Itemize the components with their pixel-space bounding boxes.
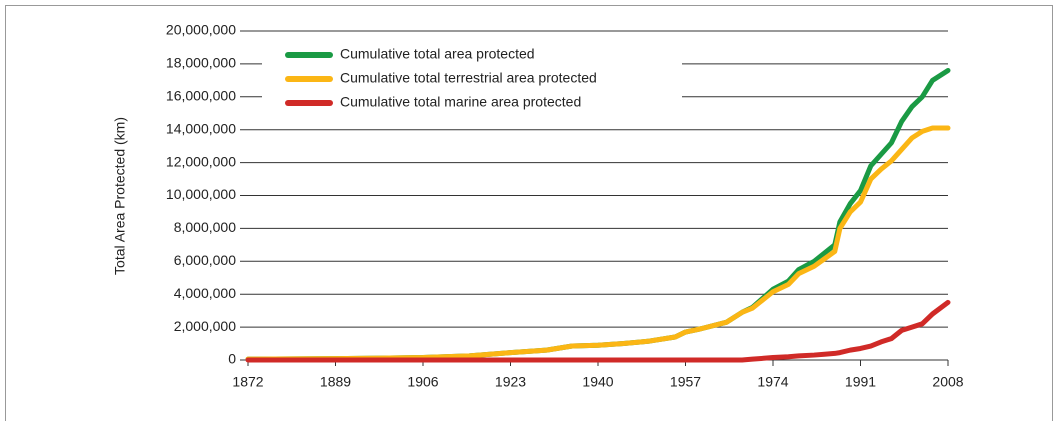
y-tick-label: 18,000,000 bbox=[166, 55, 236, 71]
x-tick-label: 1991 bbox=[845, 374, 876, 390]
frame bbox=[5, 5, 1053, 421]
line-series bbox=[245, 299, 951, 363]
x-tick-label: 1923 bbox=[495, 374, 526, 390]
y-tick-label: 8,000,000 bbox=[174, 219, 236, 235]
legend-label: Cumulative total terrestrial area protec… bbox=[340, 70, 597, 86]
x-tick-label: 1974 bbox=[757, 374, 788, 390]
y-tick-label: 16,000,000 bbox=[166, 88, 236, 104]
y-tick-label: 2,000,000 bbox=[174, 318, 236, 334]
x-tick-label: 1872 bbox=[232, 374, 263, 390]
x-tick-label: 1957 bbox=[670, 374, 701, 390]
y-tick-label: 20,000,000 bbox=[166, 22, 236, 38]
x-tick-label: 1889 bbox=[320, 374, 351, 390]
line-series bbox=[245, 125, 951, 362]
y-tick-label: 0 bbox=[228, 351, 236, 367]
y-tick-label: 14,000,000 bbox=[166, 120, 236, 136]
y-tick-label: 10,000,000 bbox=[166, 186, 236, 202]
y-tick-label: 6,000,000 bbox=[174, 252, 236, 268]
y-axis-label: Total Area Protected (km) bbox=[112, 117, 128, 275]
x-tick-label: 1940 bbox=[582, 374, 613, 390]
y-tick-label: 12,000,000 bbox=[166, 153, 236, 169]
x-tick-label: 1906 bbox=[407, 374, 438, 390]
legend-label: Cumulative total marine area protected bbox=[340, 94, 581, 110]
legend-label: Cumulative total area protected bbox=[340, 46, 535, 62]
y-tick-label: 4,000,000 bbox=[174, 285, 236, 301]
x-tick-label: 2008 bbox=[932, 374, 963, 390]
